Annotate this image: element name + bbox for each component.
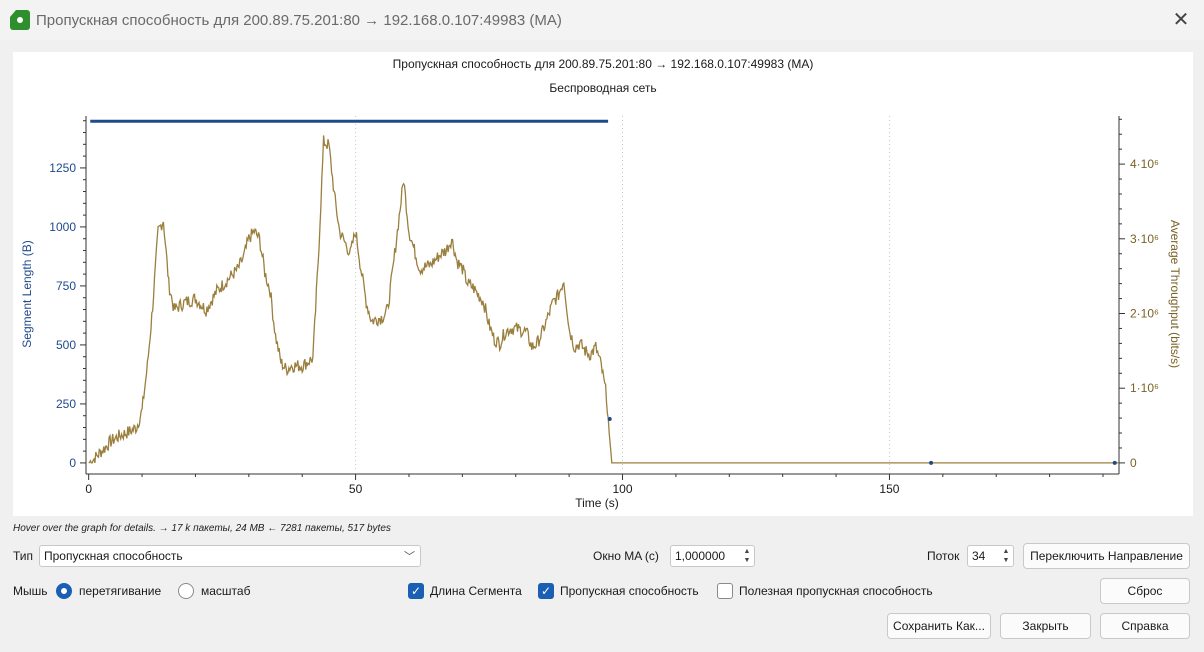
type-select[interactable]: Пропускная способность ﹀ (39, 545, 421, 567)
y-right-tick-label: 2·10⁶ (1130, 307, 1159, 321)
axes: 0 50 100 150 0 250 500 750 1000 1250 0 1·10⁶ 2·10⁶ 3·… (49, 116, 1159, 496)
stream-label: Поток (927, 549, 960, 563)
x-axis-label: Time (s) (575, 496, 619, 510)
hover-hint: Hover over the graph for details. → 17 k… (13, 523, 391, 534)
ma-window-spinbox[interactable]: 1,000000 ▲ ▼ (670, 545, 755, 567)
mouse-drag-label: перетягивание (79, 584, 162, 598)
ma-window-value: 1,000000 (675, 549, 726, 563)
x-tick-label: 0 (85, 482, 92, 496)
goodput-label: Полезная пропускная способность (739, 584, 933, 598)
window-titlebar: Пропускная способность для 200.89.75.201… (0, 0, 1204, 40)
y-axis-left-label: Segment Length (B) (20, 240, 34, 347)
segment-length-point (1112, 460, 1117, 465)
x-tick-label: 50 (349, 482, 363, 496)
switch-direction-button[interactable]: Переключить Направление (1023, 543, 1190, 569)
chart-labels: Пропускная способность для 200.89.75.201… (20, 57, 1182, 510)
y-right-tick-label: 1·10⁶ (1130, 381, 1159, 395)
segment-length-point (929, 460, 934, 465)
mouse-drag-radio[interactable] (56, 583, 72, 599)
segment-length-checkbox[interactable]: ✓ (408, 583, 424, 599)
y-left-tick-label: 0 (69, 456, 76, 470)
spin-arrows-icon[interactable]: ▲ ▼ (1002, 548, 1010, 564)
x-tick-label: 100 (613, 482, 633, 496)
y-right-tick-label: 3·10⁶ (1130, 232, 1159, 246)
y-left-tick-label: 750 (56, 279, 76, 293)
spin-arrows-icon[interactable]: ▲ ▼ (743, 548, 751, 564)
y-left-tick-label: 1000 (49, 220, 76, 234)
mouse-label: Мышь (13, 584, 48, 598)
close-window-icon[interactable]: ✕ (1172, 9, 1190, 31)
segment-length-point (607, 417, 612, 422)
y-left-tick-label: 500 (56, 338, 76, 352)
close-button[interactable]: Закрыть (1000, 613, 1091, 639)
mouse-zoom-label: масштаб (201, 584, 251, 598)
mouse-zoom-radio[interactable] (178, 583, 194, 599)
x-tick-label: 150 (879, 482, 899, 496)
stream-spinbox[interactable]: 34 ▲ ▼ (967, 545, 1014, 567)
throughput-checkbox[interactable]: ✓ (538, 583, 554, 599)
stream-value: 34 (972, 549, 986, 563)
chart-area[interactable]: 0 50 100 150 0 250 500 750 1000 1250 0 1·10⁶ 2·10⁶ 3·… (13, 52, 1193, 516)
window-title: Пропускная способность для 200.89.75.201… (36, 11, 562, 29)
ma-window-label: Окно MA (с) (593, 549, 659, 563)
goodput-checkbox[interactable] (717, 583, 733, 599)
segment-length-label: Длина Сегмента (430, 584, 522, 598)
y-right-tick-label: 4·10⁶ (1130, 157, 1159, 171)
throughput-chart[interactable]: 0 50 100 150 0 250 500 750 1000 1250 0 1·10⁶ 2·10⁶ 3·… (13, 52, 1193, 516)
chart-title: Пропускная способность для 200.89.75.201… (393, 57, 814, 71)
y-left-tick-label: 1250 (49, 161, 76, 175)
chevron-down-icon: ﹀ (404, 551, 415, 563)
y-right-tick-label: 0 (1130, 456, 1137, 470)
reset-button[interactable]: Сброс (1100, 578, 1190, 604)
y-axis-right-label: Average Throughput (bits/s) (1168, 220, 1182, 368)
type-label: Тип (13, 549, 34, 563)
series (88, 119, 1119, 465)
save-as-button[interactable]: Сохранить Как... (887, 613, 991, 639)
throughput-label: Пропускная способность (560, 584, 699, 598)
throughput-series-line (88, 135, 1119, 464)
grid-lines (355, 116, 890, 470)
app-icon (10, 10, 30, 30)
y-left-tick-label: 250 (56, 397, 76, 411)
type-select-value: Пропускная способность (44, 549, 183, 563)
chart-subtitle: Беспроводная сеть (549, 81, 656, 95)
help-button[interactable]: Справка (1100, 613, 1190, 639)
